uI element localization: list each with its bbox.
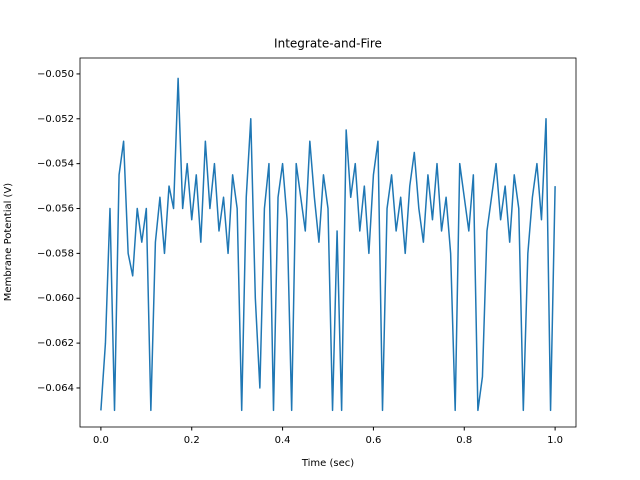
y-axis-label: Membrane Potential (V) (3, 183, 14, 302)
y-tick-label: −0.054 (37, 159, 74, 170)
x-tick-label: 0.0 (93, 435, 109, 446)
y-tick-label: −0.060 (37, 293, 74, 304)
y-tick-label: −0.056 (37, 204, 74, 215)
plot-frame (79, 57, 577, 428)
x-tick-label: 0.8 (456, 435, 472, 446)
line-series (100, 77, 556, 412)
y-tick-label: −0.050 (37, 69, 74, 80)
x-tick-label: 0.4 (275, 435, 291, 446)
y-tick-label: −0.052 (37, 114, 74, 125)
y-tick-label: −0.058 (37, 248, 74, 259)
y-tick-label: −0.062 (37, 338, 74, 349)
x-tick-label: 1.0 (547, 435, 563, 446)
x-tick-label: 0.2 (184, 435, 200, 446)
x-axis-label: Time (sec) (301, 458, 354, 469)
chart-title: Integrate-and-Fire (274, 37, 382, 51)
x-tick-label: 0.6 (365, 435, 381, 446)
y-tick-label: −0.064 (37, 383, 74, 394)
